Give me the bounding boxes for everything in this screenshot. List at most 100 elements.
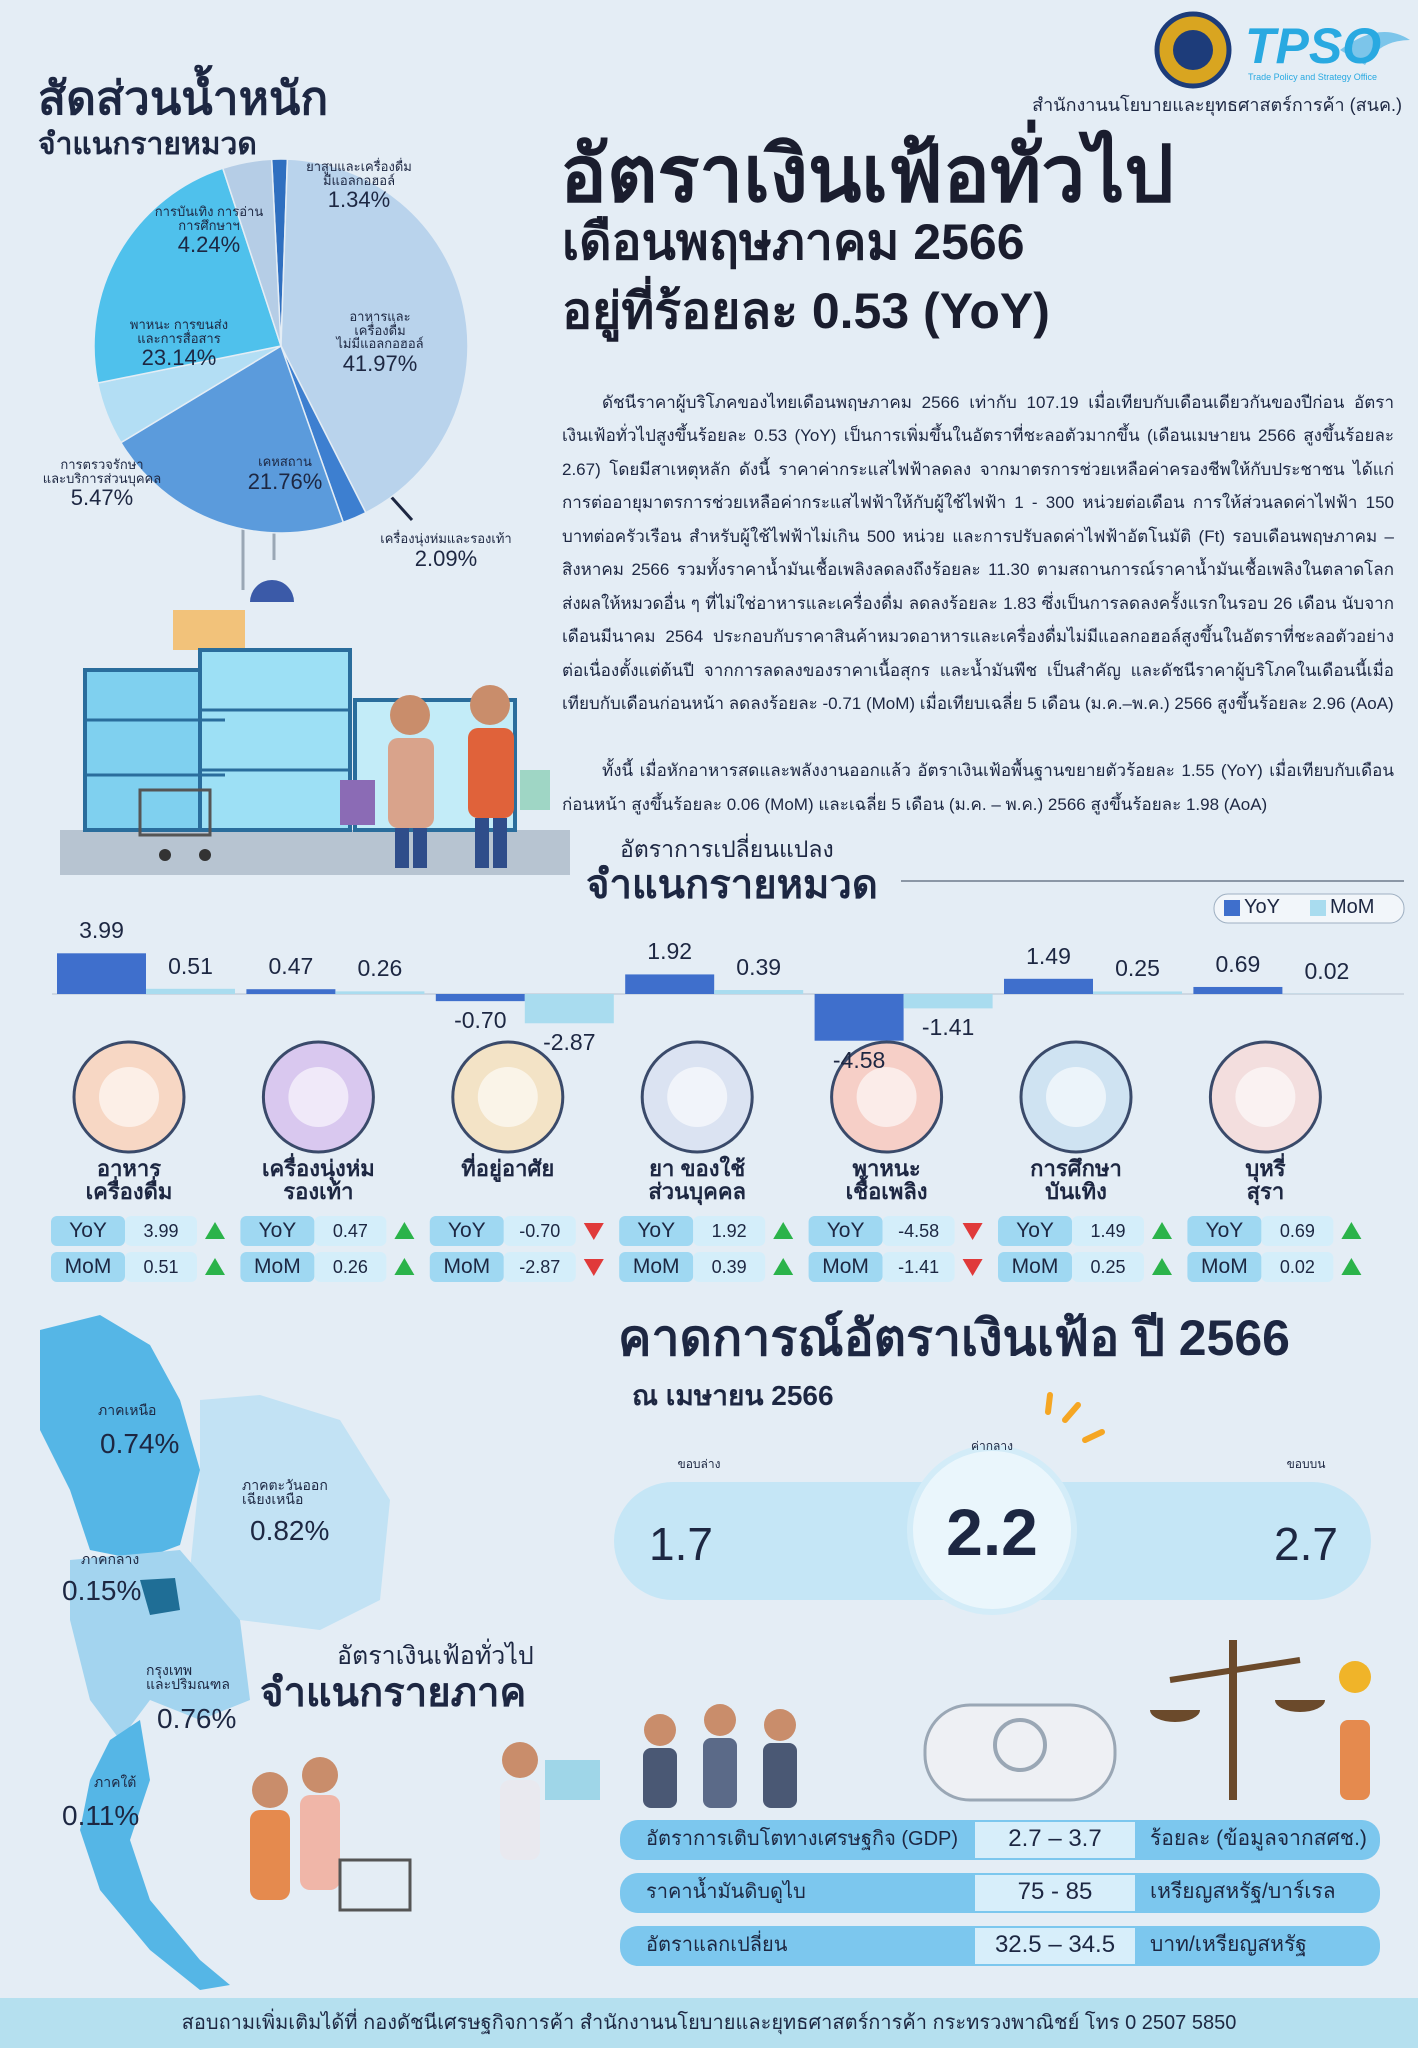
direction-arrow xyxy=(1341,1258,1362,1275)
region-name: ภาคใต้ xyxy=(94,1774,137,1790)
pill-label-cell xyxy=(998,1252,1072,1282)
assumption-value: 75 - 85 xyxy=(1017,1878,1093,1905)
region-name: กรุงเทพ และปริมณฑล xyxy=(146,1662,230,1692)
region-value: 0.82% xyxy=(250,1515,330,1546)
pill-series-name: MoM xyxy=(1011,1255,1059,1278)
assumption-unit: ร้อยละ (ข้อมูลจากสศช.) xyxy=(1150,1827,1367,1850)
pill-series-name: MoM xyxy=(64,1255,112,1278)
pill-label-cell xyxy=(1187,1252,1262,1282)
category-icon-inner xyxy=(667,1067,728,1127)
direction-arrow xyxy=(1152,1258,1172,1275)
high-label: ขอบบน xyxy=(1286,1457,1326,1471)
bar xyxy=(903,994,993,1009)
pill-series-name: YoY xyxy=(69,1219,107,1242)
bar xyxy=(625,974,715,994)
pie-label: การบันเทิง การอ่าน การศึกษาฯ 4.24% xyxy=(155,205,263,258)
pie-label-category: การตรวจรักษา และบริการส่วนบุคคล xyxy=(42,457,162,486)
bar-value-label: 0.69 xyxy=(1215,950,1261,977)
direction-arrow xyxy=(205,1258,225,1275)
paragraph: ทั้งนี้ เมื่อหักอาหารสดและพลังงานออกแล้ว… xyxy=(562,761,1394,814)
pill-label-cell xyxy=(51,1216,125,1246)
pill-value-cell xyxy=(503,1216,576,1246)
direction-arrow xyxy=(962,1259,983,1276)
pie-label-value: 41.97% xyxy=(342,350,418,376)
forecast-title: คาดการณ์อัตราเงินเฟ้อ ปี 2566 xyxy=(618,1310,1290,1366)
direction-arrow xyxy=(1152,1222,1172,1239)
pill-value-cell xyxy=(693,1216,766,1246)
pill-series-name: YoY xyxy=(1205,1219,1244,1242)
pie-label: เคหสถาน 21.76% xyxy=(248,455,323,494)
assumption-value: 32.5 – 34.5 xyxy=(994,1931,1116,1958)
pie-label-value: 2.09% xyxy=(414,545,478,571)
bar-value-label: 1.92 xyxy=(647,938,693,965)
pill-label-cell xyxy=(619,1252,694,1282)
assumption-unit: เหรียญสหรัฐ/บาร์เรล xyxy=(1150,1880,1336,1903)
direction-arrow xyxy=(583,1259,604,1276)
bar-value-label: -0.70 xyxy=(454,1007,507,1034)
category-icon-inner xyxy=(1046,1067,1106,1127)
region-value: 0.15% xyxy=(62,1575,142,1606)
direction-arrow xyxy=(962,1223,983,1240)
pie-label: พาหนะ การขนส่ง และการสื่อสาร 23.14% xyxy=(130,318,228,371)
logo-subtitle: Trade Policy and Strategy Office xyxy=(1248,72,1378,82)
logo-text: TPSO xyxy=(1245,18,1382,74)
footer-band xyxy=(0,1998,1418,2048)
pill-label-cell xyxy=(998,1216,1072,1246)
region-value: 0.11% xyxy=(62,1800,140,1831)
pill-value: -1.41 xyxy=(898,1257,940,1277)
low-label: ขอบล่าง xyxy=(677,1457,721,1471)
pie-subtitle: จำแนกรายหมวด xyxy=(38,128,257,161)
region-name: ภาคตะวันออก เฉียงเหนือ xyxy=(242,1477,328,1507)
pie-slice xyxy=(93,167,282,384)
assumption-value-cell xyxy=(975,1928,1135,1964)
category-label: ที่อยู่อาศัย xyxy=(461,1156,555,1181)
emblem-core xyxy=(1173,30,1213,70)
category-label: การศึกษา บันเทิง xyxy=(1030,1156,1122,1205)
direction-arrow xyxy=(583,1223,604,1240)
pill-value: 1.92 xyxy=(711,1221,747,1241)
pie-label-category: เคหสถาน xyxy=(258,454,312,469)
pill-series-name: MoM xyxy=(254,1255,301,1278)
category-label: พาหนะ เชื้อเพลิง xyxy=(845,1156,928,1205)
headline-rate: อยู่ที่ร้อยละ 0.53 (YoY) xyxy=(562,283,1050,339)
legend-label: MoM xyxy=(1330,896,1375,918)
bar-value-label: 0.26 xyxy=(357,955,403,982)
thailand-map xyxy=(40,1315,390,1990)
category-label: เครื่องนุ่งห่ม รองเท้า xyxy=(261,1156,375,1205)
pie-label-category: เครื่องนุ่งห่มและรองเท้า xyxy=(380,531,512,546)
forecast-center xyxy=(907,1445,1077,1615)
forecast-subtitle: ณ เมษายน 2566 xyxy=(632,1380,834,1411)
direction-arrow xyxy=(205,1222,225,1239)
pill-series-name: YoY xyxy=(826,1219,865,1242)
pill-value: 0.02 xyxy=(1279,1257,1315,1277)
assumption-value: 2.7 – 3.7 xyxy=(1008,1825,1102,1852)
pill-label-cell xyxy=(240,1216,315,1246)
pill-value-cell xyxy=(1072,1252,1144,1282)
pill-value: 0.39 xyxy=(711,1257,747,1277)
assumption-value-cell xyxy=(975,1875,1135,1911)
mid-label: ค่ากลาง xyxy=(971,1439,1013,1453)
pill-value-cell xyxy=(1072,1216,1144,1246)
pie-label-value: 23.14% xyxy=(141,345,217,371)
pie-label-value: 5.47% xyxy=(70,485,134,511)
pie-label: เครื่องนุ่งห่มและรองเท้า 2.09% xyxy=(380,532,511,571)
pill-value-cell xyxy=(314,1252,387,1282)
assumption-label: ราคาน้ำมันดิบดูไบ xyxy=(646,1881,806,1903)
region-name: ภาคกลาง xyxy=(81,1551,140,1567)
bar-value-label: 3.99 xyxy=(79,917,124,944)
pie-label-value: 4.24% xyxy=(177,232,241,258)
pie-label: อาหารและ เครื่องดื่ม ไม่มีแอลกอฮอล์ 41.97… xyxy=(336,310,423,376)
bar-value-label: 0.51 xyxy=(168,952,213,979)
region-title: จำแนกรายภาค xyxy=(260,1671,527,1715)
pie-label-category: การบันเทิง การอ่าน การศึกษาฯ xyxy=(154,204,264,233)
pie-label: การตรวจรักษา และบริการส่วนบุคคล 5.47% xyxy=(43,458,161,511)
bar-title: จำแนกรายหมวด xyxy=(586,863,878,907)
pill-label-cell xyxy=(429,1252,504,1282)
pill-value: 0.47 xyxy=(332,1221,368,1241)
bar-value-label: 0.25 xyxy=(1115,955,1160,982)
bar xyxy=(146,988,235,994)
bar-value-label: 0.39 xyxy=(736,954,782,981)
direction-arrow xyxy=(773,1222,794,1239)
pie-slice xyxy=(221,158,282,347)
